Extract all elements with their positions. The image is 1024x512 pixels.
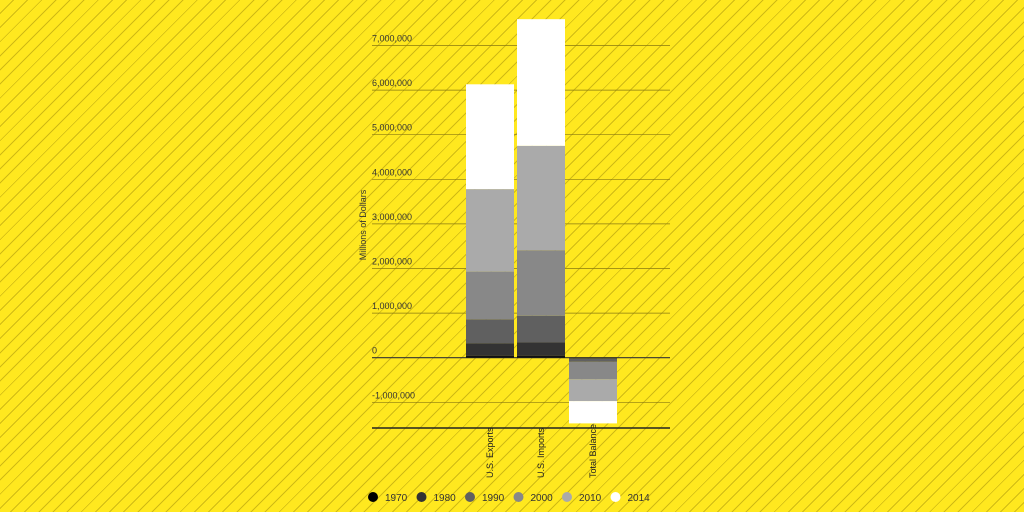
bar-segment-2010	[466, 189, 514, 272]
x-category-label: U.S. Exports	[485, 427, 495, 478]
y-tick-label: -1,000,000	[372, 390, 415, 400]
y-tick-label: 5,000,000	[372, 123, 412, 133]
bar-segment-1990	[569, 358, 617, 362]
bar-segment-1980	[466, 343, 514, 356]
legend-label: 2010	[579, 493, 602, 504]
bar-segment-1990	[517, 315, 565, 343]
bar-segment-1980	[517, 342, 565, 356]
y-tick-label: 4,000,000	[372, 167, 412, 177]
legend-label: 2000	[531, 493, 554, 504]
legend-swatch-2010	[562, 492, 572, 502]
y-tick-label: 3,000,000	[372, 212, 412, 222]
bar-segment-2010	[517, 145, 565, 251]
y-tick-label: 7,000,000	[372, 34, 412, 44]
bar-segment-2014	[466, 84, 514, 190]
legend-swatch-2000	[513, 492, 524, 502]
x-category-label: Total Balance	[588, 424, 598, 478]
y-axis-label: Millions of Dollars	[358, 189, 368, 260]
bar-segment-2000	[517, 250, 565, 316]
legend-label: 2014	[628, 493, 651, 504]
y-tick-label: 6,000,000	[372, 78, 412, 88]
legend-label: 1970	[385, 493, 408, 504]
legend-label: 1980	[434, 493, 457, 504]
bar-segment-1990	[466, 319, 514, 344]
bar-segment-2014	[569, 401, 617, 424]
bar-segment-1970	[466, 355, 514, 358]
y-tick-label: 2,000,000	[372, 257, 412, 267]
x-category-label: U.S. Imports	[536, 427, 546, 478]
bar-segment-2000	[466, 271, 514, 320]
y-tick-label: 0	[372, 346, 377, 356]
legend-swatch-1970	[368, 492, 378, 502]
legend-swatch-1980	[416, 492, 427, 502]
y-tick-label: 1,000,000	[372, 301, 412, 311]
bar-segment-2000	[569, 361, 617, 380]
legend-label: 1990	[482, 493, 505, 504]
legend-swatch-2014	[610, 492, 621, 502]
bar-segment-2014	[517, 19, 565, 146]
bar-segment-2010	[569, 379, 617, 402]
bar-segment-1970	[517, 355, 565, 358]
bar-segment-1980	[569, 357, 617, 359]
legend-swatch-1990	[465, 492, 475, 502]
